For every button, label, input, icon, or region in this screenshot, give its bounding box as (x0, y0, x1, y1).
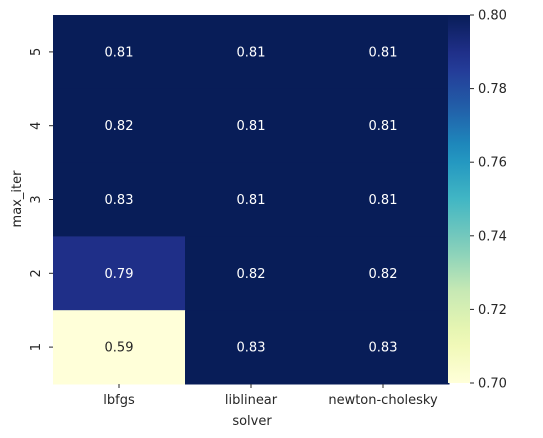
colorbar-tick-label: 0.76 (478, 156, 507, 171)
heatmap-cell (185, 310, 318, 385)
heatmap-cell (53, 88, 186, 164)
x-axis-ticks: lbfgs liblinear newton-cholesky (103, 384, 438, 408)
colorbar-tick-label: 0.74 (478, 229, 507, 244)
heatmap-cell (53, 236, 186, 311)
heatmap-cell (317, 88, 450, 164)
cell-value-label: 0.81 (369, 119, 398, 134)
colorbar-tick-label: 0.70 (478, 377, 507, 392)
cell-value-label: 0.82 (105, 119, 134, 134)
cell-value-label: 0.79 (105, 267, 134, 282)
cell-value-label: 0.81 (369, 45, 398, 60)
colorbar-tick-label: 0.72 (478, 303, 507, 318)
x-tick-label: lbfgs (103, 393, 135, 408)
heatmap-cell (317, 310, 450, 385)
heatmap-cell (53, 162, 186, 237)
x-axis-label: solver (232, 414, 272, 429)
y-tick-label: 2 (29, 269, 44, 277)
cell-value-label: 0.81 (237, 119, 266, 134)
colorbar-tick-label: 0.78 (478, 82, 507, 97)
y-tick-label: 4 (29, 122, 44, 130)
x-tick-label: liblinear (225, 393, 278, 408)
heatmap-cell (53, 15, 186, 90)
y-tick-label: 5 (29, 48, 44, 56)
colorbar-ticks: 0.70 0.72 0.74 0.76 0.78 0.80 (470, 9, 507, 392)
heatmap-annotations: 0.81 0.81 0.81 0.82 0.81 0.81 0.83 0.81 0.81 0.79… (105, 45, 398, 355)
heatmap-cells (53, 15, 450, 385)
cell-value-label: 0.59 (105, 341, 134, 356)
x-tick-label: newton-cholesky (328, 393, 438, 408)
heatmap-cell (317, 162, 450, 237)
cell-value-label: 0.83 (105, 193, 134, 208)
heatmap-cell (185, 88, 318, 164)
y-tick-label: 1 (29, 343, 44, 351)
colorbar-tick-label: 0.80 (478, 9, 507, 24)
y-axis-ticks: 5 4 3 2 1 (29, 48, 53, 351)
cell-value-label: 0.83 (237, 341, 266, 356)
heatmap-cell (317, 15, 450, 90)
y-axis-label: max_iter (10, 170, 25, 228)
heatmap-cell (185, 236, 318, 311)
heatmap-cell (185, 162, 318, 237)
y-tick-label: 3 (29, 195, 44, 203)
cell-value-label: 0.83 (369, 341, 398, 356)
heatmap-cell (317, 236, 450, 311)
colorbar (448, 15, 470, 383)
heatmap-cell (185, 15, 318, 90)
heatmap-cell (53, 310, 186, 385)
cell-value-label: 0.81 (369, 193, 398, 208)
cell-value-label: 0.82 (369, 267, 398, 282)
cell-value-label: 0.81 (237, 193, 266, 208)
cell-value-label: 0.81 (237, 45, 266, 60)
cell-value-label: 0.82 (237, 267, 266, 282)
cell-value-label: 0.81 (105, 45, 134, 60)
